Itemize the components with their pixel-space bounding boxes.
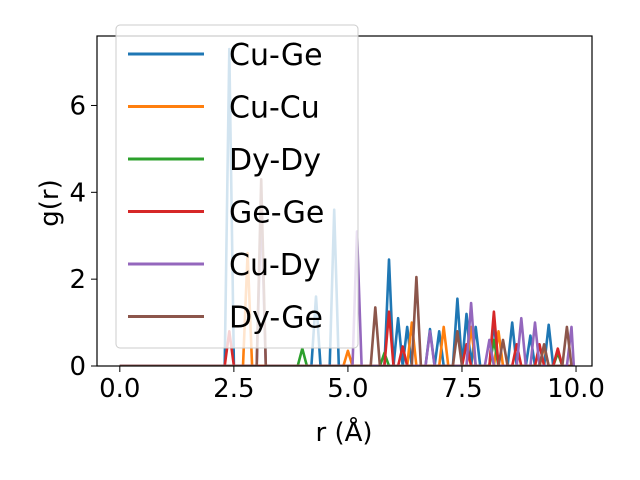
series-line-dy-ge bbox=[119, 178, 573, 366]
x-tick-label: 0.0 bbox=[99, 374, 140, 404]
ticks-layer: 0.0 2.5 5.0 7.5 10.0 0 2 4 6 bbox=[69, 91, 605, 404]
x-tick-label: 2.5 bbox=[213, 374, 254, 404]
series-line-ge-ge bbox=[119, 310, 572, 366]
series-line-cu-cu bbox=[119, 251, 572, 366]
legend-label-cu-cu: Cu-Cu bbox=[229, 91, 320, 126]
x-tick-label: 10.0 bbox=[547, 374, 605, 404]
legend-label-ge-ge: Ge-Ge bbox=[229, 196, 324, 231]
legend: Cu-Ge Cu-Cu Dy-Dy Ge-Ge Cu-Dy Dy-Ge bbox=[115, 24, 359, 349]
x-tick-label: 7.5 bbox=[441, 374, 482, 404]
y-tick-label: 6 bbox=[69, 91, 86, 121]
legend-label-dy-dy: Dy-Dy bbox=[229, 143, 321, 178]
legend-label-dy-ge: Dy-Ge bbox=[229, 301, 323, 336]
y-tick-label: 0 bbox=[69, 352, 86, 382]
x-tick-label: 5.0 bbox=[327, 374, 368, 404]
legend-label-cu-dy: Cu-Dy bbox=[229, 248, 321, 283]
y-axis-label: g(r) bbox=[35, 179, 65, 226]
legend-label-cu-ge: Cu-Ge bbox=[229, 38, 323, 73]
series-layer bbox=[119, 47, 576, 366]
y-tick-label: 4 bbox=[69, 178, 86, 208]
y-tick-label: 2 bbox=[69, 265, 86, 295]
x-axis-label: r (Å) bbox=[315, 416, 372, 448]
series-line-cu-dy bbox=[119, 204, 576, 366]
